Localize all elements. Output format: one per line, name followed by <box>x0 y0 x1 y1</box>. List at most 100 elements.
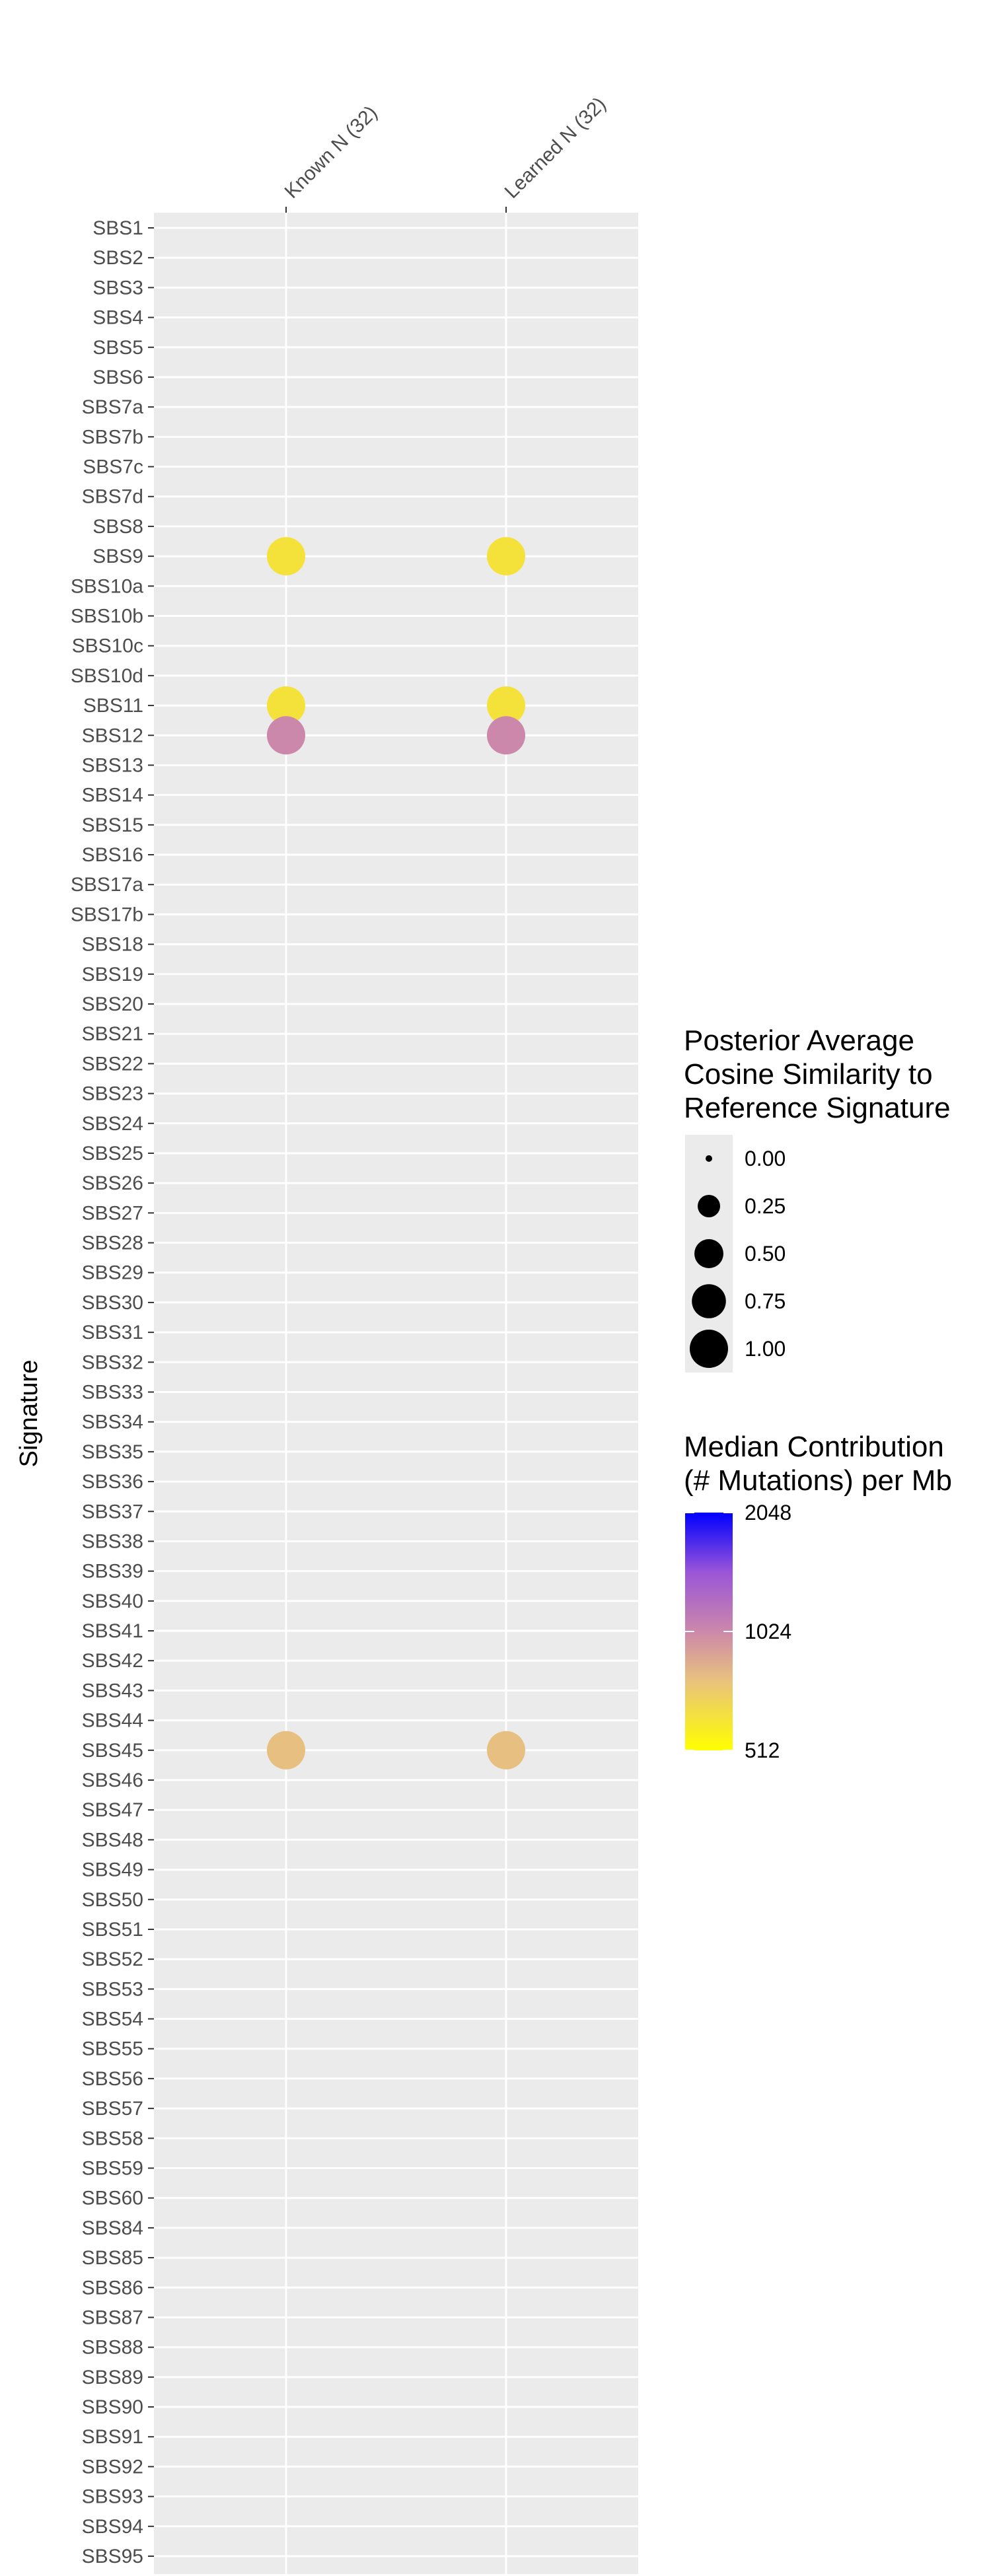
ytick-label-sbs10a: SBS10a <box>71 575 143 597</box>
ytick-label-sbs36: SBS36 <box>82 1471 143 1493</box>
ytick-label-sbs37: SBS37 <box>82 1501 143 1522</box>
size-legend-title-line-2: Cosine Similarity to <box>684 1058 933 1091</box>
size-legend-title-line-3: Reference Signature <box>684 1092 951 1124</box>
ytick-label-sbs39: SBS39 <box>82 1561 143 1583</box>
ytick-label-sbs44: SBS44 <box>82 1710 143 1732</box>
ytick-label-sbs12: SBS12 <box>82 725 143 746</box>
size-legend-dot-2 <box>698 1195 720 1217</box>
ytick-label-sbs14: SBS14 <box>82 785 143 806</box>
color-legend-label-3: 512 <box>745 1738 780 1762</box>
ytick-label-sbs24: SBS24 <box>82 1113 143 1135</box>
ytick-label-sbs48: SBS48 <box>82 1829 143 1851</box>
ytick-label-sbs17a: SBS17a <box>71 874 143 896</box>
point-sbs9-known <box>267 537 305 576</box>
point-sbs11-learned <box>487 686 525 725</box>
ytick-label-sbs43: SBS43 <box>82 1680 143 1701</box>
column-label-2: Learned N (32) <box>501 93 610 203</box>
size-legend-title-line-1: Posterior Average <box>684 1024 914 1057</box>
ytick-label-sbs17b: SBS17b <box>71 904 143 925</box>
ytick-label-sbs42: SBS42 <box>82 1650 143 1672</box>
ytick-label-sbs26: SBS26 <box>82 1172 143 1194</box>
ytick-label-sbs23: SBS23 <box>82 1083 143 1105</box>
ytick-label-sbs10c: SBS10c <box>72 635 143 657</box>
ytick-label-sbs56: SBS56 <box>82 2068 143 2090</box>
ytick-label-sbs93: SBS93 <box>82 2486 143 2508</box>
ytick-label-sbs49: SBS49 <box>82 1859 143 1881</box>
ytick-label-sbs52: SBS52 <box>82 1949 143 1970</box>
ytick-label-sbs89: SBS89 <box>82 2367 143 2388</box>
color-legend-label-2: 1024 <box>745 1620 791 1643</box>
ytick-label-sbs32: SBS32 <box>82 1351 143 1373</box>
ytick-label-sbs20: SBS20 <box>82 993 143 1015</box>
ytick-label-sbs90: SBS90 <box>82 2396 143 2418</box>
ytick-label-sbs94: SBS94 <box>82 2516 143 2538</box>
ytick-label-sbs84: SBS84 <box>82 2217 143 2239</box>
ytick-label-sbs21: SBS21 <box>82 1023 143 1045</box>
ytick-label-sbs5: SBS5 <box>92 337 143 359</box>
size-legend-label-4: 0.75 <box>745 1289 786 1313</box>
ytick-label-sbs50: SBS50 <box>82 1889 143 1911</box>
ytick-label-sbs41: SBS41 <box>82 1620 143 1642</box>
ytick-label-sbs2: SBS2 <box>92 247 143 269</box>
ytick-label-sbs29: SBS29 <box>82 1262 143 1284</box>
ytick-label-sbs45: SBS45 <box>82 1740 143 1762</box>
y-axis-title: Signature <box>15 1360 43 1468</box>
ytick-label-sbs3: SBS3 <box>92 277 143 299</box>
ytick-label-sbs11: SBS11 <box>83 695 143 717</box>
size-legend-dot-1 <box>706 1155 712 1162</box>
x-axis: Known N (32) Learned N (32) <box>281 93 610 213</box>
point-sbs45-known <box>267 1731 305 1770</box>
ytick-label-sbs25: SBS25 <box>82 1143 143 1164</box>
ytick-label-sbs59: SBS59 <box>82 2158 143 2180</box>
ytick-label-sbs31: SBS31 <box>82 1322 143 1343</box>
size-legend-label-1: 0.00 <box>745 1147 786 1170</box>
ytick-label-sbs22: SBS22 <box>82 1053 143 1075</box>
ytick-label-sbs53: SBS53 <box>82 1978 143 2000</box>
ytick-label-sbs54: SBS54 <box>82 2009 143 2030</box>
data-points <box>267 537 525 1770</box>
ytick-label-sbs46: SBS46 <box>82 1770 143 1791</box>
size-legend-label-2: 0.25 <box>745 1194 786 1218</box>
ytick-label-sbs40: SBS40 <box>82 1591 143 1612</box>
point-sbs9-learned <box>487 537 525 576</box>
size-legend-dot-4 <box>692 1284 726 1318</box>
ytick-label-sbs7c: SBS7c <box>83 456 143 478</box>
size-legend-dot-5 <box>690 1330 728 1368</box>
ytick-label-sbs10d: SBS10d <box>71 665 143 687</box>
ytick-label-sbs95: SBS95 <box>82 2546 143 2567</box>
ytick-label-sbs1: SBS1 <box>92 217 143 239</box>
ytick-label-sbs28: SBS28 <box>82 1233 143 1254</box>
ytick-label-sbs38: SBS38 <box>82 1530 143 1552</box>
point-sbs11-known <box>267 686 305 725</box>
ytick-label-sbs19: SBS19 <box>82 964 143 985</box>
ytick-label-sbs30: SBS30 <box>82 1292 143 1314</box>
ytick-label-sbs18: SBS18 <box>82 934 143 956</box>
ytick-label-sbs10b: SBS10b <box>71 606 143 627</box>
plot-panel <box>154 213 638 2574</box>
ytick-label-sbs87: SBS87 <box>82 2307 143 2328</box>
color-legend-label-1: 2048 <box>745 1501 791 1524</box>
ytick-label-sbs91: SBS91 <box>82 2426 143 2448</box>
color-legend: Median Contribution(# Mutations) per Mb 2… <box>684 1431 952 1762</box>
ytick-label-sbs33: SBS33 <box>82 1382 143 1404</box>
ytick-label-sbs4: SBS4 <box>92 307 143 329</box>
ytick-label-sbs9: SBS9 <box>92 546 143 567</box>
column-label-1: Known N (32) <box>281 102 382 203</box>
ytick-label-sbs85: SBS85 <box>82 2247 143 2269</box>
color-legend-title-line-1: Median Contribution <box>684 1431 944 1463</box>
ytick-label-sbs13: SBS13 <box>82 754 143 776</box>
ytick-label-sbs92: SBS92 <box>82 2456 143 2478</box>
ytick-label-sbs86: SBS86 <box>82 2277 143 2299</box>
point-sbs12-learned <box>487 716 525 755</box>
size-legend-label-5: 1.00 <box>745 1337 786 1361</box>
ytick-label-sbs16: SBS16 <box>82 844 143 866</box>
ytick-label-sbs58: SBS58 <box>82 2128 143 2149</box>
ytick-label-sbs27: SBS27 <box>82 1202 143 1224</box>
ytick-label-sbs15: SBS15 <box>82 814 143 836</box>
ytick-label-sbs55: SBS55 <box>82 2038 143 2060</box>
ytick-label-sbs60: SBS60 <box>82 2188 143 2209</box>
ytick-label-sbs7b: SBS7b <box>82 426 143 448</box>
ytick-label-sbs7d: SBS7d <box>82 486 143 508</box>
size-legend-dot-3 <box>694 1239 723 1268</box>
